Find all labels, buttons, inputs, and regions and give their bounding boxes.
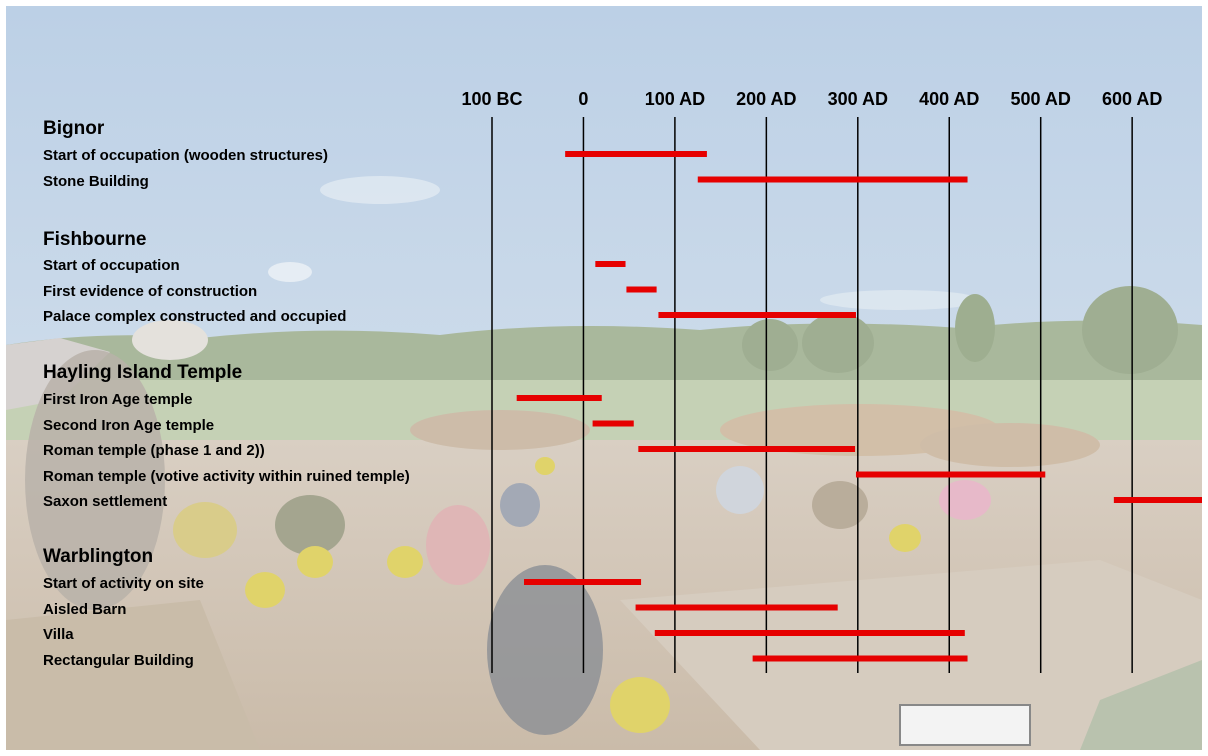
- event-bar: [855, 471, 1046, 478]
- event-label: Start of occupation (wooden structures): [43, 147, 329, 164]
- event-label: First Iron Age temple: [43, 391, 193, 408]
- event-label: Saxon settlement: [43, 493, 168, 510]
- event-label: Roman temple (votive activity within rui…: [43, 467, 410, 485]
- event-label: Palace complex constructed and occupied: [43, 308, 347, 325]
- event-bars: [516, 151, 1202, 662]
- tick-label: 300 AD: [827, 89, 888, 109]
- event-bar: [524, 579, 642, 585]
- site-heading: Hayling Island Temple: [43, 362, 243, 383]
- event-bar: [752, 655, 968, 662]
- event-label: Second Iron Age temple: [43, 416, 215, 434]
- tick-label: 400 AD: [919, 89, 980, 109]
- event-bar: [592, 420, 634, 427]
- event-bar: [1113, 497, 1202, 503]
- event-bar: [595, 261, 626, 267]
- event-bar: [626, 286, 657, 293]
- event-bar: [638, 446, 856, 452]
- event-label: Roman temple (phase 1 and 2)): [43, 442, 265, 459]
- site-heading: Warblington: [43, 546, 154, 567]
- tick-label: 100 AD: [644, 89, 706, 109]
- tick-label: 600 AD: [1101, 89, 1163, 109]
- event-label: Aisled Barn: [43, 600, 127, 618]
- site-heading: Fishbourne: [43, 229, 147, 250]
- event-bar: [565, 151, 707, 157]
- event-bar: [697, 176, 968, 183]
- event-label: Rectangular Building: [43, 651, 194, 669]
- tick-label: 200 AD: [736, 89, 797, 109]
- event-label: Stone Building: [43, 172, 149, 190]
- event-label: Start of occupation: [43, 257, 180, 274]
- site-heading: Bignor: [43, 118, 105, 139]
- event-label: Villa: [43, 626, 74, 643]
- tick-label: 0: [578, 89, 589, 109]
- tick-label: 500 AD: [1010, 89, 1071, 109]
- event-label: First evidence of construction: [43, 282, 258, 300]
- event-bar: [654, 630, 965, 636]
- event-bar: [658, 312, 856, 318]
- tick-label: 100 BC: [461, 89, 523, 109]
- event-bar: [635, 604, 838, 611]
- event-bar: [516, 395, 602, 401]
- event-label: Start of activity on site: [43, 575, 204, 592]
